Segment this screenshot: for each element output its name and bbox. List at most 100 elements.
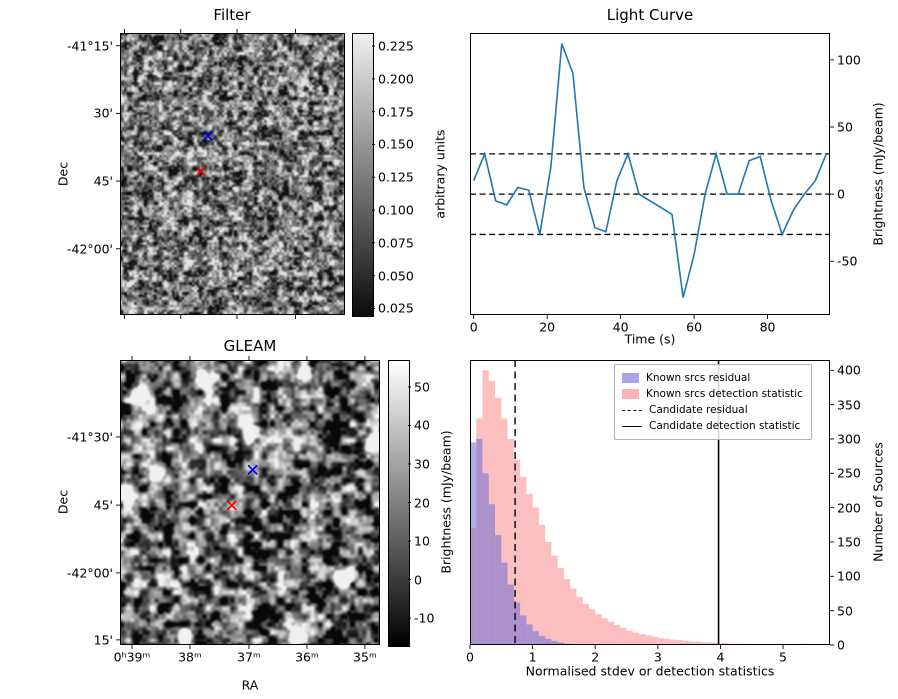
ra-tick-label: 37ᵐ bbox=[237, 649, 261, 665]
brightness-tick-label: 0 bbox=[837, 186, 845, 202]
detection-histogram-bar bbox=[551, 555, 558, 645]
colorbar-tick-label: 0 bbox=[414, 572, 422, 588]
count-tick-label: 200 bbox=[837, 500, 861, 516]
detection-histogram-bar bbox=[770, 644, 777, 645]
detection-histogram-bar bbox=[532, 507, 539, 645]
filter-colorbar-label: arbitrary units bbox=[432, 129, 448, 219]
detection-histogram-bar bbox=[614, 625, 621, 645]
detection-histogram-bar bbox=[764, 644, 771, 645]
filter-colorbar bbox=[352, 33, 374, 317]
colorbar-tick-label: 30 bbox=[414, 456, 430, 472]
ra-tick-label: 38ᵐ bbox=[178, 649, 202, 665]
detection-histogram-bar bbox=[732, 643, 740, 645]
legend-item-residual: Known srcs residual bbox=[622, 370, 803, 386]
detection-histogram-bar bbox=[482, 370, 489, 645]
gleam-xlabel: RA bbox=[241, 677, 259, 693]
dec-tick-label: -42°00' bbox=[66, 565, 113, 581]
dashed-line-sample bbox=[622, 409, 642, 411]
time-tick-label: 20 bbox=[539, 319, 556, 335]
stat-tick-label: 3 bbox=[653, 649, 662, 665]
residual-histogram-bar bbox=[538, 636, 546, 645]
detection-histogram-bar bbox=[632, 632, 640, 645]
detection-histogram-bar bbox=[495, 397, 502, 645]
detection-histogram-bar bbox=[501, 418, 508, 645]
count-tick-label: 150 bbox=[837, 534, 861, 550]
dec-tick-label: -41°30' bbox=[66, 429, 113, 445]
detection-histogram-bar bbox=[689, 641, 696, 645]
residual-histogram-bar bbox=[545, 638, 552, 645]
detection-histogram-bar bbox=[507, 438, 514, 645]
count-tick-label: 300 bbox=[837, 431, 861, 447]
detection-histogram-bar bbox=[701, 642, 708, 645]
detection-histogram-bar bbox=[601, 618, 608, 645]
colorbar-tick-label: 0.025 bbox=[378, 300, 414, 316]
colorbar-tick-label: 0.050 bbox=[378, 268, 414, 284]
detection-histogram-bar bbox=[563, 579, 571, 645]
detection-histogram-bar bbox=[620, 627, 627, 645]
dec-tick-label: -41°15' bbox=[66, 38, 113, 54]
colorbar-tick-label: 0.100 bbox=[378, 202, 414, 218]
colorbar-tick-label: 0.200 bbox=[378, 71, 414, 87]
ra-tick-label: 0ʰ39ᵐ bbox=[113, 649, 151, 665]
legend-item-candidate-detection: Candidate detection statistic bbox=[622, 418, 803, 434]
residual-histogram-bar bbox=[488, 504, 496, 645]
light-curve-ylabel: Brightness (mJy/beam) bbox=[870, 102, 886, 246]
gleam-colorbar bbox=[388, 360, 410, 647]
legend-label-detection: Known srcs detection statistic bbox=[646, 388, 803, 400]
detection-histogram-bar bbox=[626, 630, 633, 645]
residual-histogram-bar bbox=[482, 473, 489, 645]
detection-histogram-bar bbox=[745, 644, 752, 645]
detection-histogram-bar bbox=[538, 524, 546, 645]
stat-tick-label: 2 bbox=[591, 649, 600, 665]
detection-histogram-bar bbox=[758, 644, 765, 645]
residual-histogram-bar bbox=[551, 640, 558, 645]
colorbar-tick-label: 0.125 bbox=[378, 169, 414, 185]
legend-label-candidate-residual: Candidate residual bbox=[649, 404, 748, 416]
legend-item-candidate-residual: Candidate residual bbox=[622, 402, 803, 418]
legend-label-candidate-detection: Candidate detection statistic bbox=[649, 420, 801, 432]
detection-histogram-bar bbox=[676, 640, 683, 645]
residual-histogram-bar bbox=[557, 642, 564, 645]
light-curve-axes bbox=[470, 33, 830, 315]
detection-histogram-bar bbox=[751, 644, 758, 645]
count-tick-label: 100 bbox=[837, 568, 861, 584]
residual-histogram-bar bbox=[520, 615, 527, 645]
detection-histogram-bar bbox=[639, 634, 646, 645]
detection-histogram-bar bbox=[526, 493, 533, 645]
detection-histogram-bar bbox=[470, 528, 477, 645]
light-curve-line bbox=[472, 43, 828, 298]
filter-sky-image bbox=[120, 33, 345, 315]
detection-histogram-bar bbox=[513, 459, 521, 645]
residual-histogram-bar bbox=[563, 643, 571, 645]
time-tick-label: 0 bbox=[469, 319, 478, 335]
detection-histogram-bar bbox=[588, 609, 596, 645]
gleam-sky-image bbox=[120, 360, 380, 645]
detection-histogram-bar bbox=[657, 638, 665, 645]
dec-tick-label: 30' bbox=[93, 105, 113, 121]
residual-histogram-bar bbox=[570, 644, 577, 645]
residual-histogram-bar bbox=[470, 442, 477, 645]
detection-histogram-bar bbox=[520, 476, 527, 645]
colorbar-tick-label: 50 bbox=[414, 379, 430, 395]
detection-histogram-bar bbox=[651, 636, 658, 645]
time-tick-label: 60 bbox=[686, 319, 703, 335]
detection-swatch bbox=[622, 389, 639, 399]
dec-tick-label: 45' bbox=[93, 497, 113, 513]
colorbar-tick-label: -10 bbox=[414, 610, 435, 626]
detection-histogram-bar bbox=[739, 643, 746, 645]
detection-histogram-bar bbox=[488, 380, 496, 645]
detection-histogram-bar bbox=[707, 642, 715, 645]
residual-histogram-bar bbox=[501, 562, 508, 645]
brightness-tick-label: 100 bbox=[837, 52, 861, 68]
light-curve-title: Light Curve bbox=[606, 6, 694, 24]
detection-histogram-bar bbox=[476, 418, 483, 645]
colorbar-tick-label: 0.225 bbox=[378, 38, 414, 54]
detection-histogram-bar bbox=[595, 614, 602, 645]
light-curve-xlabel: Time (s) bbox=[624, 331, 676, 347]
colorbar-tick-label: 40 bbox=[414, 417, 430, 433]
stat-tick-label: 1 bbox=[528, 649, 537, 665]
detection-histogram-bar bbox=[714, 642, 721, 645]
colorbar-tick-label: 0.150 bbox=[378, 136, 414, 152]
filter-ylabel: Dec bbox=[55, 161, 71, 187]
gleam-ylabel: Dec bbox=[55, 489, 71, 515]
